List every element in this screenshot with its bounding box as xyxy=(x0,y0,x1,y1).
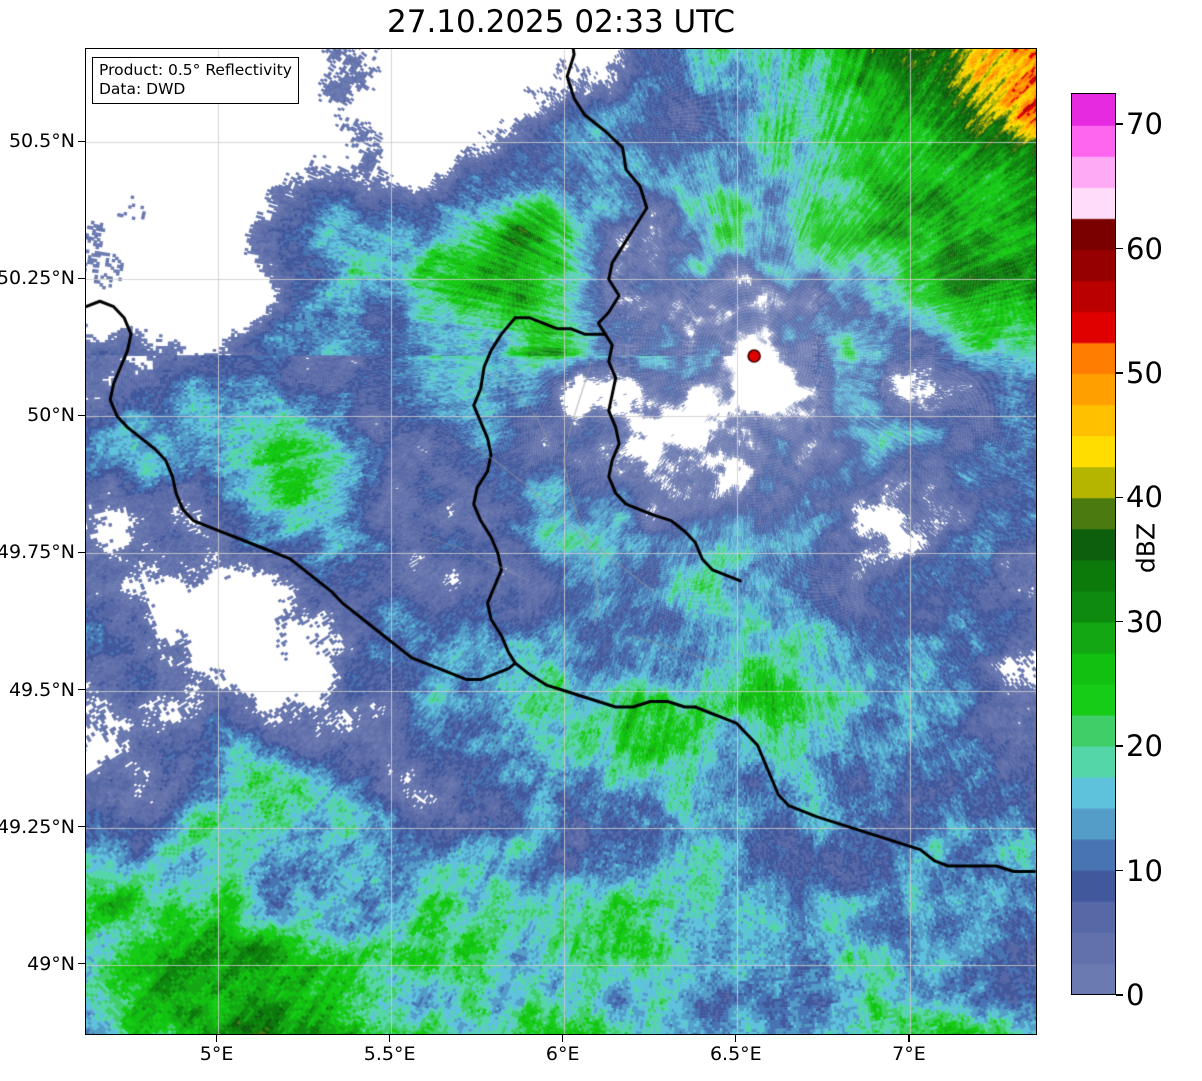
info-data-line: Data: DWD xyxy=(99,79,186,98)
x-tick-label: 5.5°E xyxy=(363,1043,416,1065)
colorbar-tick-mark xyxy=(1116,994,1123,996)
colorbar-tick-label: 0 xyxy=(1126,978,1145,1012)
colorbar-tick-mark xyxy=(1116,496,1123,499)
colorbar-tick-label: 30 xyxy=(1126,604,1163,639)
x-tick-label: 7°E xyxy=(892,1043,926,1065)
x-tick-mark xyxy=(735,1035,737,1042)
page-title: 27.10.2025 02:33 UTC xyxy=(387,4,735,40)
colorbar-tick-mark xyxy=(1116,247,1123,250)
info-product-line: Product: 0.5° Reflectivity xyxy=(99,61,292,79)
x-tick-label: 5°E xyxy=(199,1043,234,1065)
y-tick-mark xyxy=(78,277,85,279)
colorbar-tick-label: 10 xyxy=(1126,853,1163,888)
y-tick-label: 50.5°N xyxy=(8,130,75,153)
colorbar-tick-label: 20 xyxy=(1126,729,1163,764)
y-tick-mark xyxy=(78,140,85,142)
x-tick-label: 6.5°E xyxy=(709,1043,762,1065)
product-info-box: Product: 0.5° Reflectivity Data: DWD xyxy=(92,57,299,104)
colorbar-tick-mark xyxy=(1116,745,1123,747)
y-tick-mark xyxy=(78,414,85,417)
x-tick-mark xyxy=(562,1035,564,1042)
y-tick-mark xyxy=(78,688,85,691)
y-tick-label: 49.25°N xyxy=(0,815,75,838)
y-tick-label: 50.25°N xyxy=(0,267,75,290)
x-tick-label: 6°E xyxy=(545,1043,580,1065)
colorbar-gradient xyxy=(1072,94,1115,994)
colorbar[interactable] xyxy=(1071,93,1116,995)
y-tick-label: 50°N xyxy=(27,404,75,427)
x-tick-mark xyxy=(388,1035,391,1042)
radar-map-axes[interactable] xyxy=(85,48,1037,1035)
x-tick-mark xyxy=(215,1035,218,1042)
colorbar-tick-label: 60 xyxy=(1126,231,1163,266)
y-tick-label: 49°N xyxy=(27,952,75,975)
colorbar-tick-mark xyxy=(1116,869,1123,872)
colorbar-tick-mark xyxy=(1116,372,1123,374)
map-overlay-borders-grid xyxy=(86,49,1036,1034)
y-tick-label: 49.5°N xyxy=(8,678,75,701)
y-tick-mark xyxy=(78,825,85,828)
colorbar-tick-mark xyxy=(1116,621,1123,623)
colorbar-tick-label: 50 xyxy=(1126,355,1163,390)
colorbar-tick-mark xyxy=(1116,123,1123,125)
colorbar-axis-label: dBZ xyxy=(1131,522,1161,574)
y-tick-mark xyxy=(78,551,85,554)
colorbar-tick-label: 70 xyxy=(1126,107,1163,142)
y-tick-label: 49.75°N xyxy=(0,541,75,564)
x-tick-mark xyxy=(908,1035,910,1042)
colorbar-tick-label: 40 xyxy=(1126,480,1163,515)
y-tick-mark xyxy=(78,963,85,965)
